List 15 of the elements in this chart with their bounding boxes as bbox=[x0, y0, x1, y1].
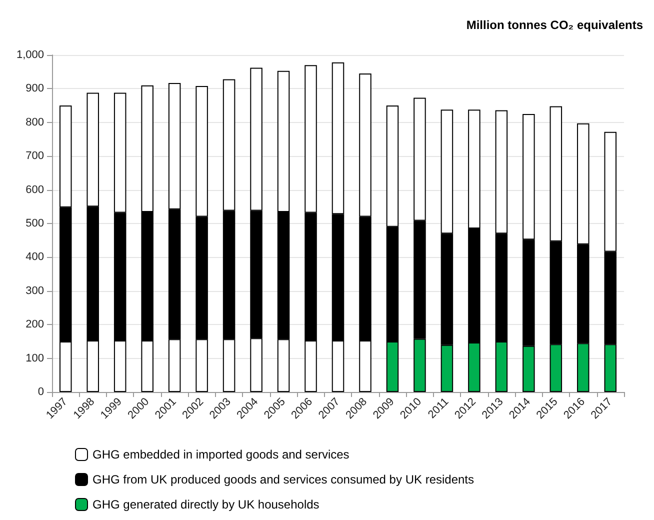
y-axis-title: Million tonnes CO₂ equivalents bbox=[466, 18, 644, 32]
y-tick-label: 200 bbox=[26, 318, 44, 331]
y-tick-label: 700 bbox=[26, 150, 44, 162]
y-tick-label: 500 bbox=[26, 218, 44, 230]
legend-label: GHG generated directly by UK households bbox=[92, 498, 320, 512]
y-tick-label: 0 bbox=[38, 386, 44, 398]
y-tick-label: 800 bbox=[26, 116, 44, 128]
y-tick-label: 1,000 bbox=[16, 49, 44, 61]
y-tick-label: 900 bbox=[26, 82, 44, 95]
y-tick-label: 400 bbox=[26, 251, 44, 264]
legend-label: GHG embedded in imported goods and services bbox=[92, 448, 350, 462]
y-tick-label: 600 bbox=[26, 184, 44, 196]
y-tick-label: 100 bbox=[26, 352, 44, 364]
legend-label: GHG from UK produced goods and services consumed by UK residents bbox=[92, 472, 474, 486]
y-tick-label: 300 bbox=[26, 284, 44, 297]
